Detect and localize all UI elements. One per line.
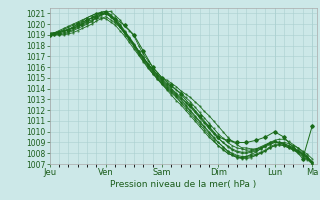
X-axis label: Pression niveau de la mer( hPa ): Pression niveau de la mer( hPa ) xyxy=(110,180,256,189)
